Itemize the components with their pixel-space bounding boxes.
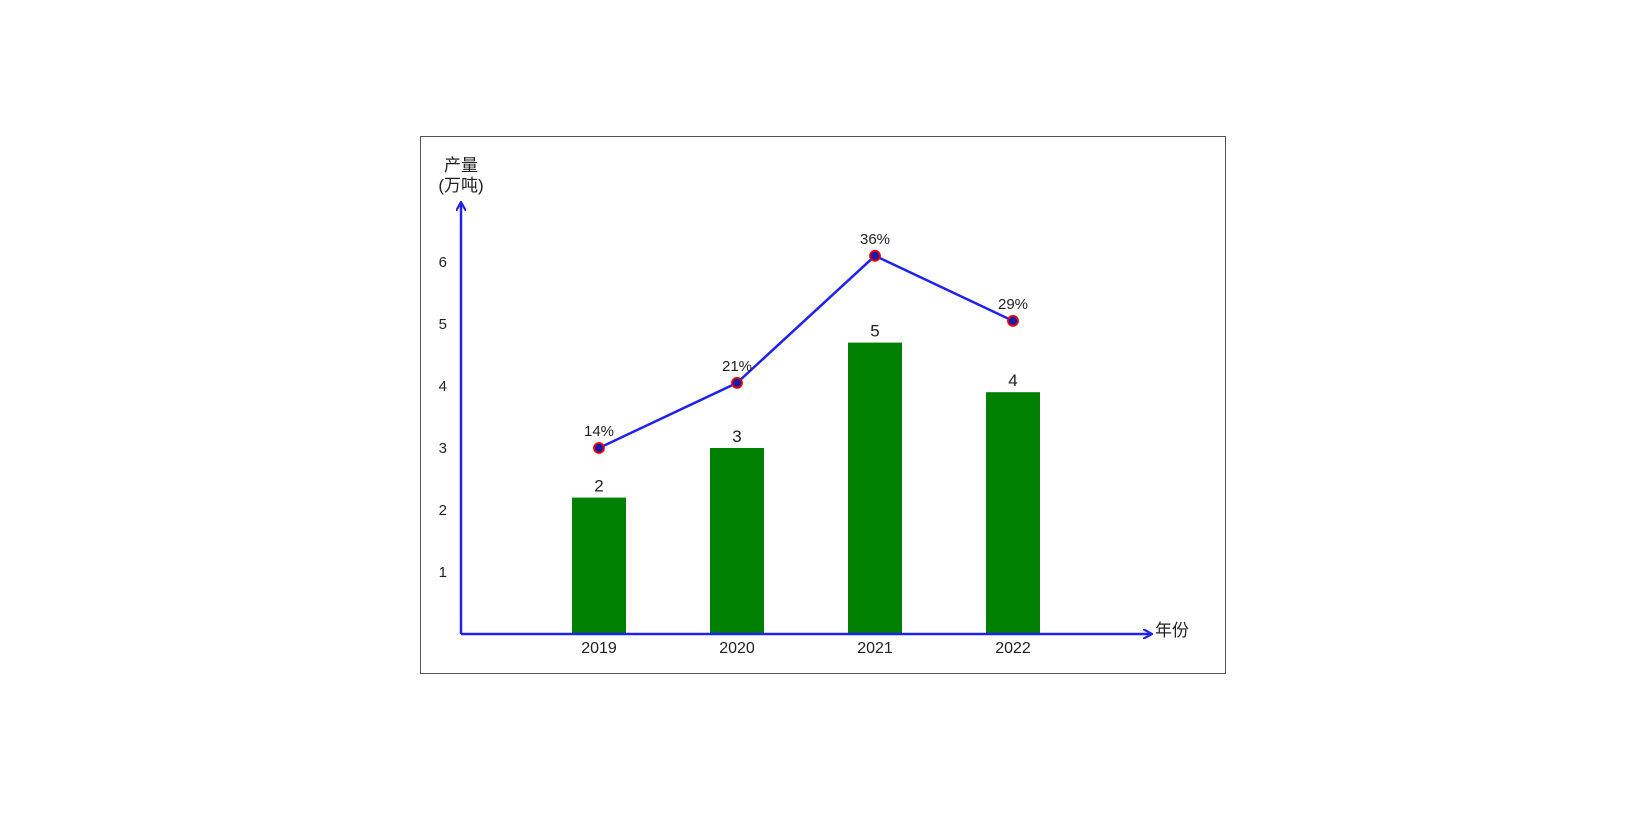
bar-value-label-2020: 3: [732, 427, 741, 446]
x-tick-label-2019: 2019: [581, 640, 617, 657]
growth-line: [598, 254, 1014, 450]
bar-2021: [848, 342, 902, 634]
line-point-label-2019: 14%: [584, 423, 614, 440]
line-point-label-2022: 29%: [998, 296, 1028, 313]
bar-value-label-2019: 2: [594, 477, 603, 496]
y-tick-label-6: 6: [439, 254, 447, 271]
bar-value-label-2021: 5: [870, 322, 879, 341]
y-tick-label-2: 2: [439, 502, 447, 519]
y-axis-title-line2: (万吨): [438, 176, 483, 195]
bar-2022: [986, 392, 1040, 634]
x-axis-title: 年份: [1155, 621, 1189, 640]
y-axis-title: 产量 (万吨): [438, 156, 483, 195]
x-categories-layer: 2019 2020 2021 2022: [581, 640, 1031, 657]
y-tick-label-5: 5: [439, 316, 447, 333]
axes-layer: [461, 203, 1151, 634]
y-tick-label-3: 3: [439, 440, 447, 457]
x-tick-label-2020: 2020: [719, 640, 755, 657]
line-point-2022: [1007, 314, 1019, 327]
bars-layer: 2 3 5 4: [572, 322, 1040, 634]
line-layer: 14% 21% 36% 29%: [584, 231, 1028, 454]
bar-value-label-2022: 4: [1008, 371, 1017, 390]
line-point-label-2021: 36%: [860, 231, 890, 248]
line-point-2020: [731, 376, 743, 389]
y-axis-title-line1: 产量: [444, 156, 478, 175]
line-point-2021: [869, 249, 881, 262]
y-tick-label-4: 4: [439, 378, 447, 395]
line-point-label-2020: 21%: [722, 358, 752, 375]
bar-2020: [710, 448, 764, 634]
x-tick-label-2021: 2021: [857, 640, 893, 657]
bar-2019: [572, 497, 626, 634]
x-tick-label-2022: 2022: [995, 640, 1031, 657]
y-ticks-layer: 1 2 3 4 5 6: [439, 254, 447, 581]
line-point-2019: [593, 442, 605, 454]
y-tick-label-1: 1: [439, 564, 447, 581]
